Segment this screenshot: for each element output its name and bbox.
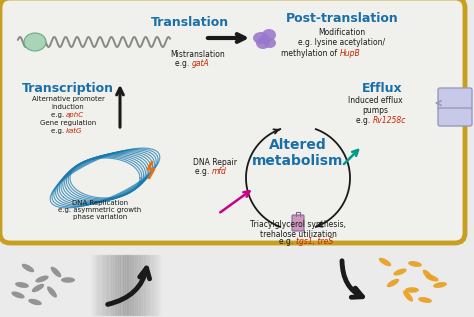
Text: mfd: mfd: [212, 167, 227, 176]
Ellipse shape: [256, 37, 270, 49]
Text: e.g.: e.g.: [175, 59, 192, 68]
Ellipse shape: [423, 270, 433, 280]
Text: Alternative promoter: Alternative promoter: [32, 96, 104, 102]
Ellipse shape: [387, 279, 399, 287]
Text: Induced efflux
pumps: Induced efflux pumps: [348, 96, 402, 115]
Text: gatA: gatA: [192, 59, 210, 68]
FancyBboxPatch shape: [438, 108, 472, 126]
Ellipse shape: [61, 277, 75, 283]
Text: HupB: HupB: [340, 49, 361, 58]
FancyBboxPatch shape: [0, 0, 465, 243]
Text: Efflux: Efflux: [362, 82, 402, 95]
Ellipse shape: [15, 282, 29, 288]
Ellipse shape: [28, 299, 42, 305]
Text: e.g.: e.g.: [51, 112, 66, 118]
FancyBboxPatch shape: [438, 88, 472, 110]
Text: aphC: aphC: [66, 112, 84, 118]
Ellipse shape: [11, 291, 25, 299]
Text: methylation of: methylation of: [282, 49, 340, 58]
Ellipse shape: [408, 261, 422, 267]
Text: Mistranslation: Mistranslation: [171, 50, 225, 59]
Text: Translation: Translation: [151, 16, 229, 29]
Text: Gene regulation: Gene regulation: [40, 120, 96, 126]
FancyBboxPatch shape: [292, 215, 304, 231]
Ellipse shape: [51, 267, 61, 277]
Ellipse shape: [32, 284, 44, 292]
Ellipse shape: [393, 268, 407, 275]
Text: DNA Replication
e.g. asymmetric growth
phase variation: DNA Replication e.g. asymmetric growth p…: [58, 200, 142, 220]
Ellipse shape: [253, 32, 269, 44]
Ellipse shape: [22, 264, 34, 272]
Ellipse shape: [36, 275, 49, 282]
Text: Transcription: Transcription: [22, 82, 114, 95]
Text: katG: katG: [66, 128, 82, 134]
Ellipse shape: [262, 29, 276, 41]
Text: tgs1, treS: tgs1, treS: [296, 237, 333, 246]
Ellipse shape: [403, 290, 413, 302]
Ellipse shape: [418, 297, 432, 303]
Ellipse shape: [260, 35, 270, 43]
Text: e.g.: e.g.: [195, 167, 212, 176]
Text: DNA Repair: DNA Repair: [193, 158, 237, 167]
Ellipse shape: [47, 286, 57, 298]
Ellipse shape: [405, 287, 419, 293]
Text: e.g.: e.g.: [51, 128, 66, 134]
Ellipse shape: [433, 282, 447, 288]
Text: Triacylglycerol synthesis,
trehalose utilization: Triacylglycerol synthesis, trehalose uti…: [250, 220, 346, 239]
Text: Post-translation: Post-translation: [286, 12, 398, 25]
Text: Modification
e.g. lysine acetylation/: Modification e.g. lysine acetylation/: [299, 28, 385, 48]
Ellipse shape: [379, 258, 391, 266]
Text: Rv1258c: Rv1258c: [373, 116, 407, 125]
Ellipse shape: [24, 33, 46, 51]
Text: e.g.: e.g.: [356, 116, 373, 125]
Ellipse shape: [264, 38, 276, 48]
Text: e.g.: e.g.: [279, 237, 296, 246]
Text: induction: induction: [52, 104, 84, 110]
Text: Altered
metabolism: Altered metabolism: [252, 138, 344, 168]
Ellipse shape: [425, 275, 438, 281]
